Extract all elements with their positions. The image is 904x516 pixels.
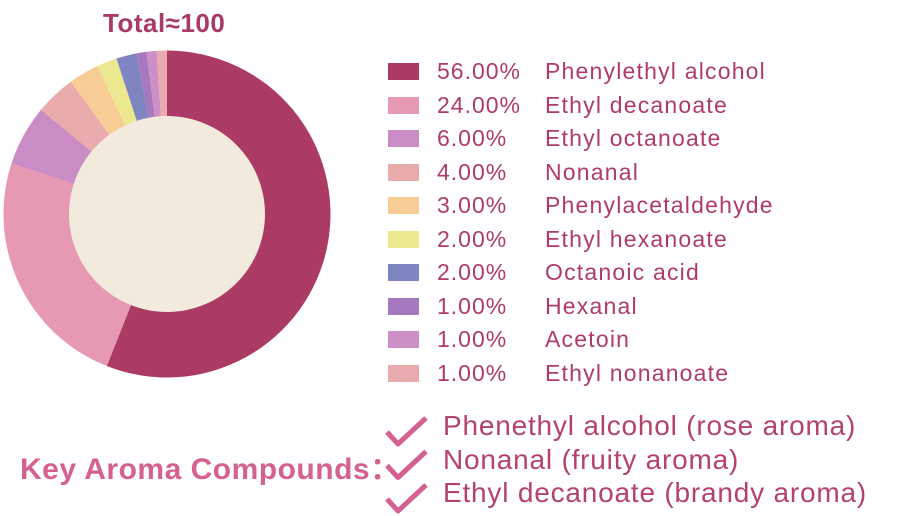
check-icon <box>385 483 428 514</box>
legend-row: 1.00% Ethyl nonanoate <box>388 357 774 391</box>
legend-name: Ethyl octanoate <box>545 125 722 152</box>
legend-swatch <box>388 63 419 81</box>
legend-percent: 1.00% <box>437 326 508 353</box>
legend-swatch <box>388 96 419 114</box>
legend-name: Phenylethyl alcohol <box>545 58 766 85</box>
legend-name: Ethyl nonanoate <box>545 359 730 386</box>
chart-legend: 56.00% Phenylethyl alcohol 24.00% Ethyl dec… <box>388 55 774 390</box>
legend-swatch <box>388 331 419 349</box>
donut-hole <box>69 116 265 312</box>
legend-name: Octanoic acid <box>545 259 700 286</box>
key-aroma-heading: Key Aroma Compounds： <box>20 453 401 486</box>
legend-swatch <box>388 364 419 382</box>
legend-name: Nonanal <box>545 158 640 185</box>
legend-name: Ethyl decanoate <box>545 91 728 118</box>
legend-percent: 2.00% <box>437 225 508 252</box>
legend-percent: 4.00% <box>437 158 508 185</box>
legend-percent: 2.00% <box>437 259 508 286</box>
key-aroma-item: Phenethyl alcohol (rose aroma) <box>443 410 857 441</box>
legend-row: 24.00% Ethyl decanoate <box>388 89 774 123</box>
legend-row: 6.00% Ethyl octanoate <box>388 122 774 156</box>
legend-name: Acetoin <box>545 326 631 353</box>
chart-total-label: Total≈100 <box>103 8 226 38</box>
legend-percent: 24.00% <box>437 91 522 118</box>
checkmark-list-icons <box>385 416 428 514</box>
legend-name: Ethyl hexanoate <box>545 225 728 252</box>
legend-percent: 6.00% <box>437 125 508 152</box>
legend-percent: 1.00% <box>437 292 508 319</box>
legend-percent: 3.00% <box>437 192 508 219</box>
legend-row: 1.00% Hexanal <box>388 290 774 324</box>
legend-row: 2.00% Ethyl hexanoate <box>388 223 774 257</box>
key-aroma-item: Ethyl decanoate (brandy aroma) <box>443 477 867 509</box>
key-aroma-list: Phenethyl alcohol (rose aroma) Nonanal (f… <box>443 409 867 510</box>
legend-swatch <box>388 264 419 282</box>
legend-percent: 56.00% <box>437 58 522 85</box>
legend-row: 1.00% Acetoin <box>388 323 774 357</box>
legend-row: 4.00% Nonanal <box>388 156 774 190</box>
donut-chart <box>3 50 331 378</box>
legend-row: 3.00% Phenylacetaldehyde <box>388 189 774 223</box>
legend-swatch <box>388 297 419 315</box>
legend-name: Phenylacetaldehyde <box>545 192 774 219</box>
check-icon <box>385 449 428 480</box>
legend-percent: 1.00% <box>437 359 508 386</box>
legend-swatch <box>388 130 419 148</box>
check-icon <box>385 416 428 447</box>
legend-name: Hexanal <box>545 292 638 319</box>
key-aroma-item: Nonanal (fruity aroma) <box>443 443 740 475</box>
legend-swatch <box>388 197 419 215</box>
legend-swatch <box>388 163 419 181</box>
legend-row: 56.00% Phenylethyl alcohol <box>388 55 774 89</box>
legend-row: 2.00% Octanoic acid <box>388 256 774 290</box>
legend-swatch <box>388 230 419 248</box>
